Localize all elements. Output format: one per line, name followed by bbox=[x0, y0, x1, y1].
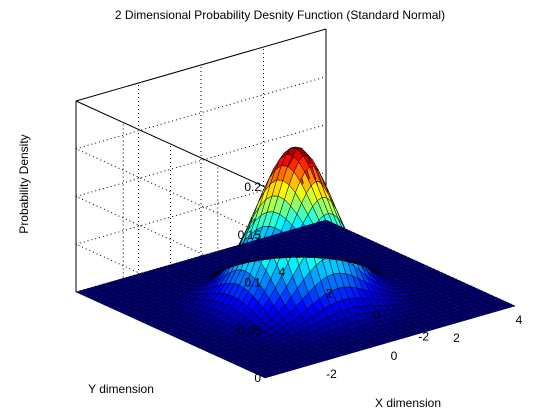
y-tick-label: -2 bbox=[418, 330, 429, 344]
x-tick-label: 0 bbox=[391, 349, 398, 363]
z-tick-label: 0.05 bbox=[238, 323, 262, 337]
y-tick-label: 4 bbox=[279, 265, 286, 279]
x-tick-label: 4 bbox=[516, 313, 523, 327]
left-top-edge bbox=[75, 100, 266, 188]
x-tick-label: -2 bbox=[326, 367, 337, 381]
z-tick-label: 0 bbox=[254, 371, 261, 385]
z-tick-label: 0.2 bbox=[244, 180, 261, 194]
z-axis-label: Probability Density bbox=[17, 134, 31, 234]
y-tick-label: 2 bbox=[326, 287, 333, 301]
x-tick-label: 2 bbox=[453, 331, 460, 345]
z-gridline-back-wall bbox=[75, 124, 327, 197]
tick-layer: 0 0.05 0.1 0.15 0.2 -2 0 2 4 -2 0 2 4 bbox=[238, 180, 523, 385]
z-gridline-left-wall bbox=[75, 148, 266, 236]
surface-layer bbox=[75, 146, 516, 379]
z-tick-label: 0.15 bbox=[238, 228, 262, 242]
back-top-edge bbox=[75, 28, 327, 102]
z-gridline-back-wall bbox=[75, 76, 327, 150]
surface-patch bbox=[75, 289, 88, 295]
z-tick-label: 0.1 bbox=[244, 276, 261, 290]
chart-title: 2 Dimensional Probability Desnity Functi… bbox=[114, 8, 446, 22]
y-tick-label: 0 bbox=[373, 308, 380, 322]
x-axis-label: X dimension bbox=[374, 396, 442, 410]
y-axis-label: Y dimension bbox=[88, 382, 154, 396]
